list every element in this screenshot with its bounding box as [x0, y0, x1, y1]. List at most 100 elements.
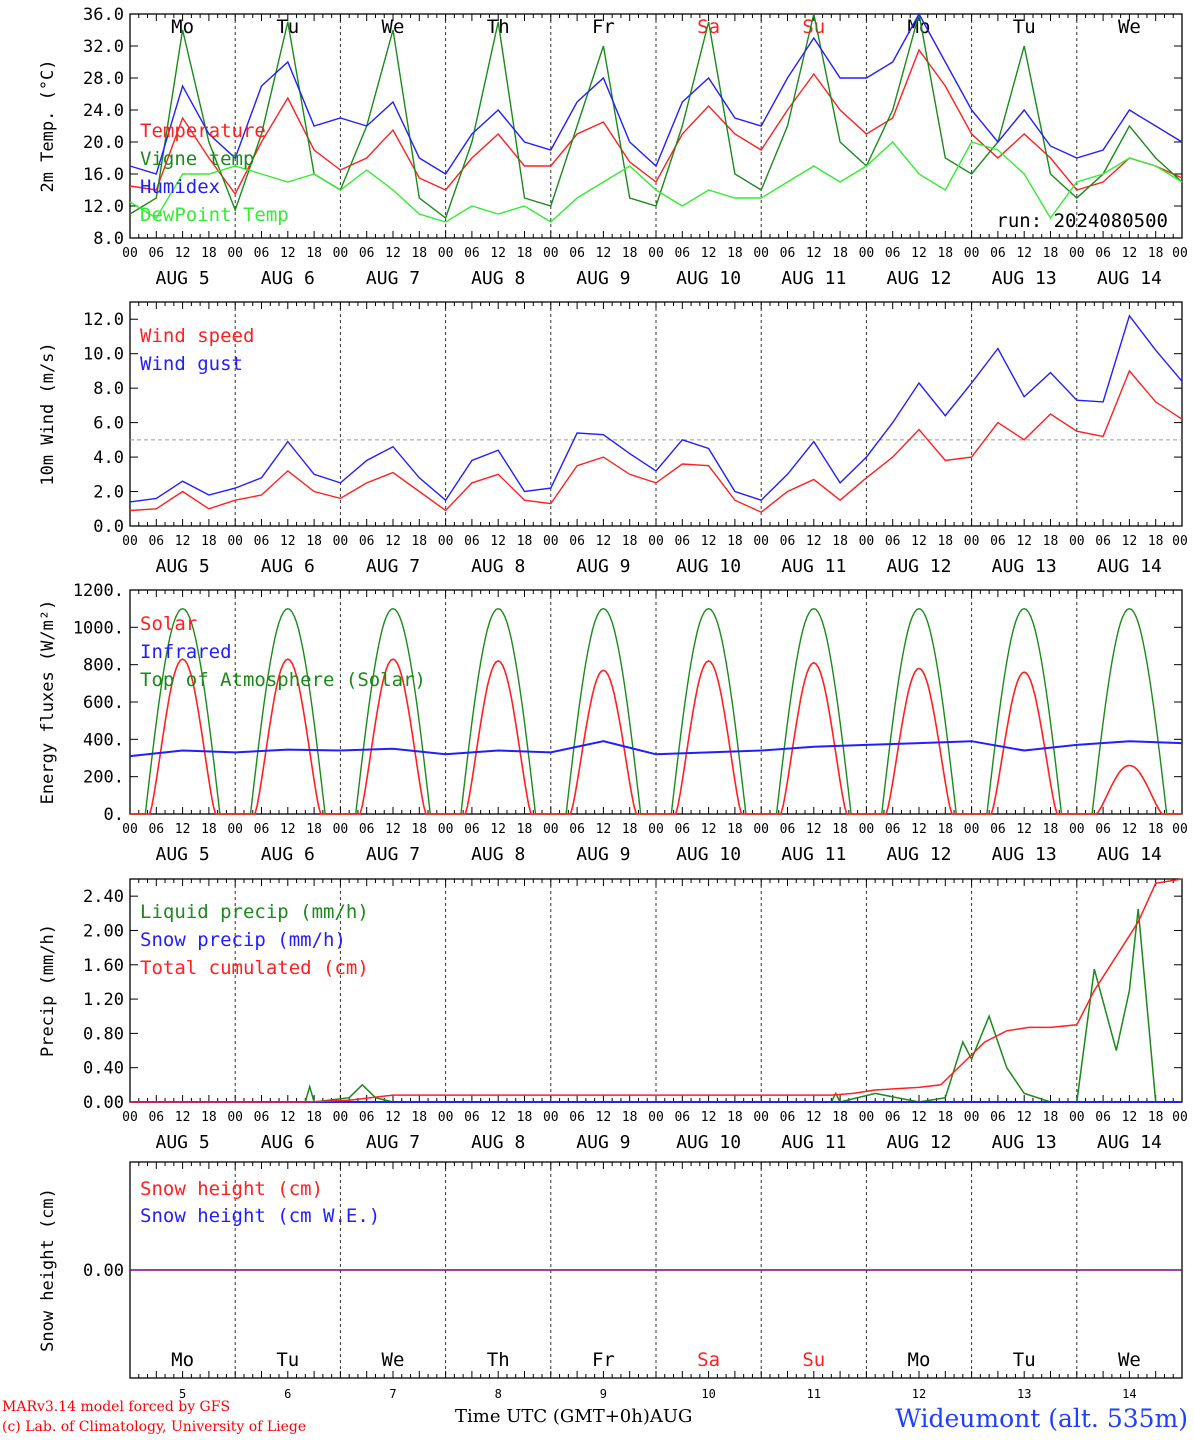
hour-tick-label: 00: [648, 822, 664, 837]
day-label: AUG 13: [992, 268, 1057, 289]
y-tick-label: 0.: [104, 805, 124, 825]
day-label: AUG 5: [156, 556, 210, 577]
day-number: 10: [701, 1387, 715, 1401]
model-credit: MARv3.14 model forced by GFS: [2, 1399, 231, 1415]
day-number: 14: [1122, 1387, 1136, 1401]
day-label: AUG 6: [261, 1132, 315, 1153]
hour-tick-label: 06: [254, 246, 270, 261]
y-tick-label: 8.0: [93, 379, 124, 399]
hour-tick-label: 18: [937, 534, 953, 549]
hour-tick-label: 18: [727, 822, 743, 837]
hour-tick-label: 06: [674, 534, 690, 549]
legend-entry: Total cumulated (cm): [140, 957, 369, 979]
hour-tick-label: 06: [464, 246, 480, 261]
hour-tick-label: 18: [937, 246, 953, 261]
legend-entry: Infrared: [140, 641, 232, 663]
panel-1: 8.0 12.0 16.0 20.0 24.0 28.0 32.0 36.0 2m Temp. …: [38, 5, 1188, 289]
y-axis-label: 2m Temp. (°C): [38, 59, 58, 192]
hour-tick-label: 18: [1148, 822, 1164, 837]
hour-tick-label: 18: [306, 534, 322, 549]
hour-tick-label: 00: [438, 534, 454, 549]
series-dewpoint-temp: [129, 140, 1183, 223]
hour-tick-label: 00: [648, 246, 664, 261]
hour-tick-label: 12: [175, 534, 191, 549]
hour-tick-label: 12: [596, 246, 612, 261]
hour-tick-label: 12: [596, 1110, 612, 1125]
run-annotation: run: 2024080500: [996, 210, 1168, 232]
y-tick-label: 0.0: [93, 517, 124, 537]
y-tick-label: 4.0: [93, 448, 124, 468]
hour-tick-label: 06: [254, 822, 270, 837]
plot-frame: [129, 589, 1183, 815]
hour-tick-label: 00: [1069, 534, 1085, 549]
day-label: AUG 6: [261, 844, 315, 865]
weekday-label: Fr: [592, 16, 615, 38]
hour-tick-label: 06: [885, 1110, 901, 1125]
hour-tick-label: 06: [148, 534, 164, 549]
hour-tick-label: 18: [1043, 1110, 1059, 1125]
hour-tick-label: 12: [280, 246, 296, 261]
hour-tick-label: 18: [622, 1110, 638, 1125]
day-label: AUG 5: [156, 268, 210, 289]
legend-entry: Solar: [140, 613, 197, 635]
hour-tick-label: 00: [1172, 1110, 1188, 1125]
hour-tick-label: 18: [306, 1110, 322, 1125]
hour-tick-label: 00: [1069, 822, 1085, 837]
panel-5: 0.00 Snow height (cm) Snow height (cm) Snow…: [38, 1161, 1183, 1401]
hour-tick-label: 00: [964, 534, 980, 549]
y-tick-label: 12.0: [83, 197, 124, 217]
hour-tick-label: 12: [911, 822, 927, 837]
day-label: AUG 9: [576, 1132, 630, 1153]
weekday-label: Mo: [171, 1349, 194, 1371]
hour-tick-label: 00: [333, 1110, 349, 1125]
hour-tick-label: 18: [622, 246, 638, 261]
hour-tick-label: 06: [254, 1110, 270, 1125]
hour-tick-label: 06: [990, 822, 1006, 837]
day-label: AUG 12: [886, 268, 951, 289]
weekday-label: Sa: [697, 16, 720, 38]
panel-3: 0. 200. 400. 600. 800. 1000. 1200. Energy fluxe…: [38, 581, 1188, 865]
y-tick-label: 400.: [83, 730, 124, 750]
hour-tick-label: 00: [227, 534, 243, 549]
hour-tick-label: 06: [780, 246, 796, 261]
hour-tick-label: 00: [227, 822, 243, 837]
day-label: AUG 5: [156, 844, 210, 865]
hour-tick-label: 12: [1016, 1110, 1032, 1125]
weekday-label: Su: [802, 16, 825, 38]
hour-tick-label: 12: [175, 246, 191, 261]
weekday-label: Tu: [276, 1349, 299, 1371]
day-label: AUG 14: [1097, 268, 1162, 289]
y-tick-label: 12.0: [83, 310, 124, 330]
hour-tick-label: 12: [911, 534, 927, 549]
hour-tick-label: 18: [1148, 1110, 1164, 1125]
day-label: AUG 12: [886, 1132, 951, 1153]
hour-tick-label: 06: [780, 534, 796, 549]
y-axis-label: Energy fluxes (W/m²): [38, 600, 58, 805]
hour-tick-label: 06: [990, 534, 1006, 549]
hour-tick-label: 18: [727, 246, 743, 261]
hour-tick-label: 12: [280, 1110, 296, 1125]
hour-tick-label: 12: [911, 1110, 927, 1125]
hour-tick-label: 12: [1122, 246, 1138, 261]
hour-tick-label: 18: [1043, 822, 1059, 837]
hour-tick-label: 18: [937, 1110, 953, 1125]
series-humidex: [129, 12, 1183, 175]
series-liquid-precip-mm-h-: [130, 908, 1182, 1103]
hour-tick-label: 00: [543, 822, 559, 837]
hour-tick-label: 18: [411, 822, 427, 837]
hour-tick-label: 00: [227, 1110, 243, 1125]
weekday-label: Su: [802, 1349, 825, 1371]
y-tick-label: 6.0: [93, 414, 124, 434]
y-tick-label: 800.: [83, 656, 124, 676]
hour-tick-label: 12: [596, 822, 612, 837]
weekday-label: Th: [487, 16, 510, 38]
weekday-label: Mo: [908, 1349, 931, 1371]
day-number: 11: [807, 1387, 821, 1401]
legend-entry: Wind gust: [140, 353, 243, 375]
y-tick-label: 36.0: [83, 5, 124, 25]
hour-tick-label: 12: [1016, 822, 1032, 837]
y-tick-label: 10.0: [83, 345, 124, 365]
day-label: AUG 12: [886, 844, 951, 865]
day-label: AUG 13: [992, 1132, 1057, 1153]
hour-tick-label: 00: [964, 1110, 980, 1125]
